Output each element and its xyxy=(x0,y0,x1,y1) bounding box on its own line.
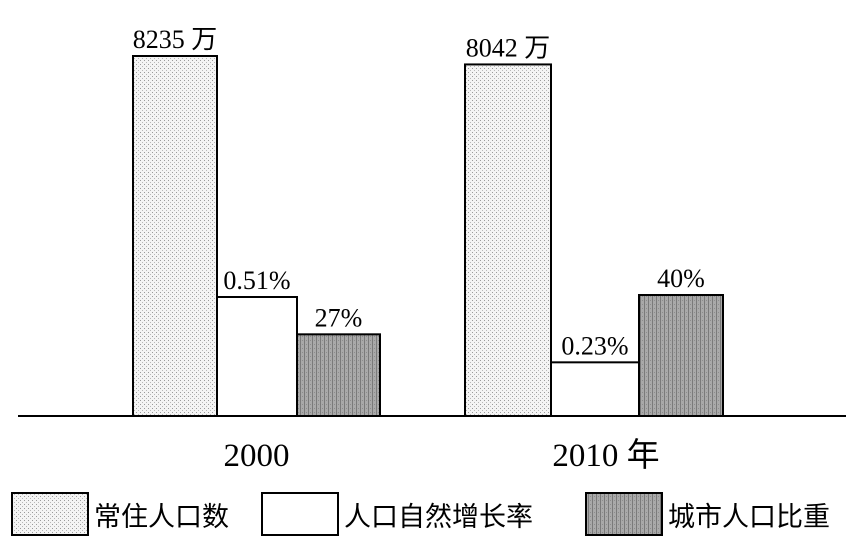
legend-label-1: 常住人口数 xyxy=(94,502,229,532)
category-label-2: 2010 年 xyxy=(552,437,659,474)
legend: 常住人口数 人口自然增长率 城市人口比重 xyxy=(11,492,830,536)
data-label-3-2: 40% xyxy=(657,264,705,293)
bar-3-1 xyxy=(296,333,381,418)
bar-1-2 xyxy=(464,63,552,417)
bar-2-1 xyxy=(216,296,298,417)
data-label-1-1: 8235 万 xyxy=(133,25,218,54)
legend-swatch-3 xyxy=(585,492,663,536)
data-label-2-2: 0.23% xyxy=(561,331,628,360)
data-label-3-1: 27% xyxy=(315,303,363,332)
data-label-2-1: 0.51% xyxy=(223,266,290,295)
bar-2-2 xyxy=(550,361,640,418)
labels-layer: 8235 万 0.51% 27% 2000 8042 万 0.23% 40% 2010 年 xyxy=(133,25,705,474)
legend-swatch-1 xyxy=(11,492,89,536)
data-label-1-2: 8042 万 xyxy=(466,33,551,62)
legend-label-2: 人口自然增长率 xyxy=(344,502,533,532)
bars-layer xyxy=(132,55,724,418)
bar-1-1 xyxy=(132,55,218,417)
legend-swatch-2 xyxy=(261,492,339,536)
legend-label-3: 城市人口比重 xyxy=(668,502,830,532)
bar-3-2 xyxy=(638,294,724,417)
category-label-1: 2000 xyxy=(224,438,290,474)
